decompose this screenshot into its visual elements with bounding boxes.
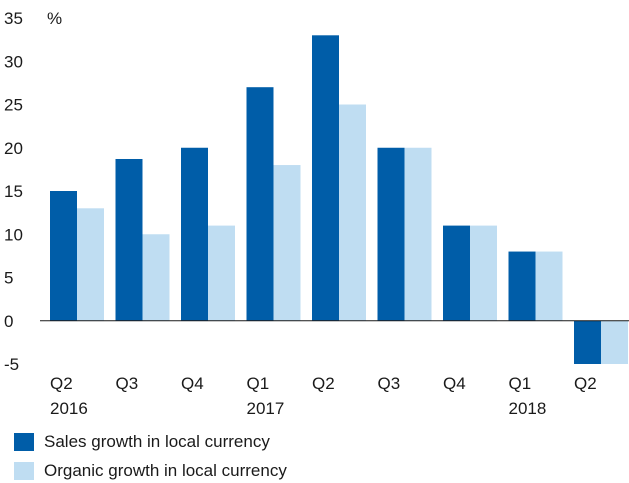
bar-sales	[377, 147, 405, 321]
y-tick-label: 30	[4, 52, 23, 71]
x-tick-label: Q3	[378, 374, 401, 393]
legend-item-organic: Organic growth in local currency	[14, 461, 287, 481]
legend-item-sales: Sales growth in local currency	[14, 432, 270, 452]
y-tick-label: 5	[4, 269, 13, 288]
y-axis-ticks: 35 30 25 20 15 10 5 0 -5	[4, 9, 23, 374]
legend-label-organic: Organic growth in local currency	[44, 461, 287, 480]
x-tick-label: Q4	[443, 374, 466, 393]
x-year-label: 2018	[509, 399, 547, 418]
bars	[50, 35, 628, 364]
bar-organic	[404, 147, 432, 321]
legend-swatch-organic	[14, 462, 34, 480]
x-tick-label: Q2	[50, 374, 73, 393]
y-tick-label: 15	[4, 182, 23, 201]
x-axis-ticks: Q2 2016 Q3 Q4 Q1 2017 Q2 Q3 Q4 Q1 2018 Q2	[50, 374, 597, 418]
bar-organic	[601, 320, 628, 364]
bar-sales	[574, 320, 601, 364]
x-tick-label: Q2	[574, 374, 597, 393]
bar-organic	[339, 104, 366, 321]
bar-sales	[115, 158, 143, 321]
x-tick-label: Q3	[116, 374, 139, 393]
bar-organic	[535, 251, 563, 321]
y-tick-label: 25	[4, 96, 23, 115]
bar-sales	[312, 35, 339, 321]
x-tick-label: Q1	[509, 374, 532, 393]
y-tick-label: 20	[4, 139, 23, 158]
bar-sales	[443, 225, 470, 321]
y-tick-label: -5	[4, 355, 19, 374]
y-tick-label: 35	[4, 9, 23, 28]
x-tick-label: Q4	[181, 374, 204, 393]
bar-sales	[246, 87, 274, 321]
legend-label-sales: Sales growth in local currency	[44, 432, 270, 451]
x-tick-label: Q1	[247, 374, 270, 393]
bar-organic	[142, 234, 170, 321]
bar-organic	[273, 165, 301, 321]
bar-organic	[77, 208, 104, 321]
bar-sales	[181, 147, 208, 321]
x-tick-label: Q2	[312, 374, 335, 393]
x-year-label: 2016	[50, 399, 88, 418]
legend-swatch-sales	[14, 433, 34, 451]
y-tick-label: 0	[4, 312, 13, 331]
bar-organic	[470, 225, 497, 321]
y-tick-label: 10	[4, 225, 23, 244]
x-year-label: 2017	[247, 399, 285, 418]
bar-sales	[50, 191, 77, 321]
bar-sales	[508, 251, 536, 321]
y-axis-unit-label: %	[47, 9, 62, 28]
bar-organic	[208, 225, 235, 321]
